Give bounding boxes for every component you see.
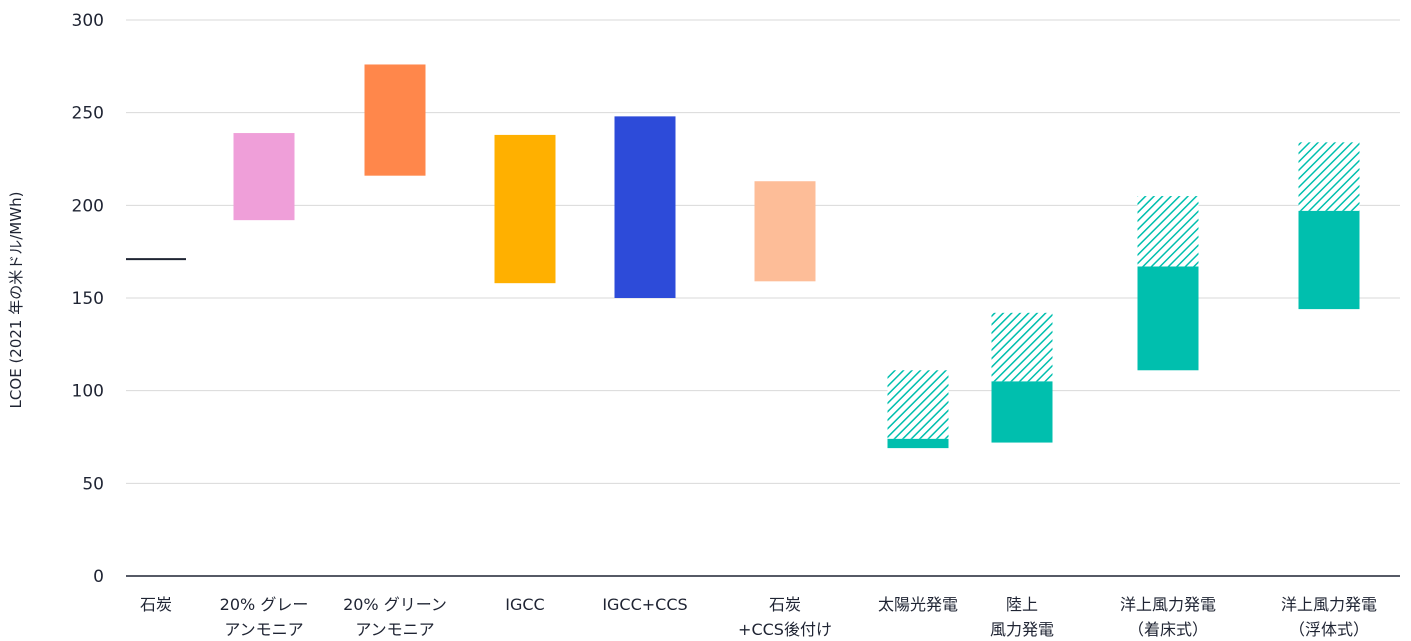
y-tick-label: 200	[72, 196, 104, 216]
category-label: 風力発電	[990, 620, 1054, 639]
y-axis-title: LCOE (2021 年の米ドル/MWh)	[7, 192, 25, 409]
category-label: IGCC+CCS	[602, 595, 687, 614]
bar-hatched-range	[1298, 142, 1360, 211]
category-label: 洋上風力発電	[1281, 595, 1377, 614]
y-tick-label: 50	[82, 474, 104, 494]
category-label: 20% グリーン	[343, 595, 447, 614]
category-label: 石炭	[769, 595, 801, 614]
category-label: アンモニア	[224, 620, 303, 639]
bar-range	[991, 381, 1053, 443]
category-label: アンモニア	[355, 620, 434, 639]
grid-layer	[126, 19, 1400, 484]
category-label: +CCS後付け	[738, 620, 832, 639]
category-label: 陸上	[1006, 595, 1038, 614]
y-tick-label: 100	[72, 382, 104, 402]
category-label: 石炭	[140, 595, 172, 614]
category-label: （着床式）	[1128, 620, 1208, 639]
category-label: 20% グレー	[220, 595, 309, 614]
bar-layer	[126, 64, 1360, 449]
bar-hatched-range	[991, 312, 1053, 382]
bar-range	[1137, 266, 1199, 371]
category-label: 太陽光発電	[878, 595, 958, 614]
bar-range	[1298, 210, 1360, 310]
category-label: 洋上風力発電	[1120, 595, 1216, 614]
bar-range	[364, 64, 426, 176]
bar-range	[614, 116, 676, 298]
y-tick-label: 0	[93, 567, 104, 587]
bar-range	[494, 134, 556, 284]
y-tick-label: 150	[72, 289, 104, 309]
bar-hatched-range	[887, 370, 949, 439]
y-tick-labels: 0 50 100 150 200 250 300	[72, 11, 104, 587]
bar-range	[754, 181, 816, 282]
bar-range	[233, 133, 295, 221]
bar-hatched-range	[1137, 196, 1199, 267]
category-label: IGCC	[505, 595, 544, 614]
category-label: （浮体式）	[1289, 620, 1369, 639]
y-tick-label: 250	[72, 104, 104, 124]
y-tick-label: 300	[72, 11, 104, 31]
bar-range	[887, 438, 949, 449]
